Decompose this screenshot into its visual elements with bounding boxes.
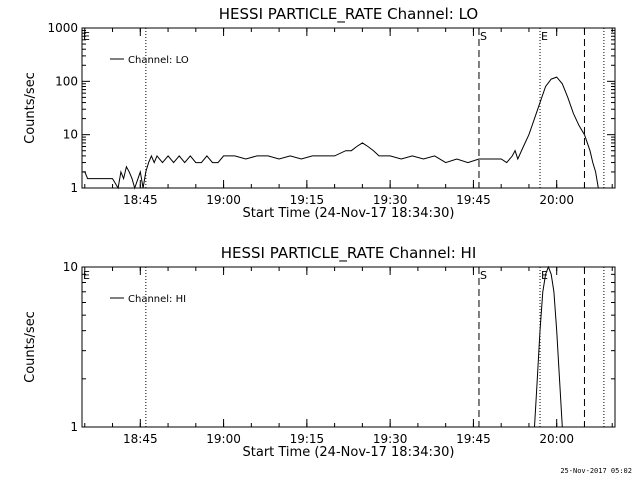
x-tick-label: 19:15: [290, 432, 325, 446]
plot-frame: [81, 266, 616, 428]
x-tick-label: 19:30: [373, 432, 408, 446]
y-tick-label: 1: [70, 420, 78, 434]
event-marker-label: E: [541, 269, 548, 282]
y-tick-label: 100: [55, 74, 78, 88]
x-tick-label: 19:00: [206, 193, 241, 207]
y-tick-label: 1: [70, 181, 78, 195]
x-tick-label: 19:30: [373, 193, 408, 207]
legend-label: Channel: HI: [128, 294, 186, 305]
plot-frame: [81, 27, 616, 189]
event-marker-label: E: [541, 30, 548, 43]
x-tick-label: 20:00: [539, 432, 574, 446]
y-tick-label: 1000: [47, 21, 78, 35]
x-tick-label: 19:45: [456, 432, 491, 446]
chart-title: HESSI PARTICLE_RATE Channel: HI: [221, 244, 477, 263]
x-axis-label: Start Time (24-Nov-17 18:34:30): [243, 445, 455, 460]
y-tick-label: 10: [63, 128, 78, 142]
y-axis-label: Counts/sec: [23, 311, 38, 383]
event-marker-label: S: [480, 269, 487, 282]
event-marker-label: E: [83, 30, 90, 43]
chart-title: HESSI PARTICLE_RATE Channel: LO: [219, 5, 478, 24]
timestamp-footer: 25-Nov-2017 05:02: [560, 467, 632, 475]
x-tick-label: 19:45: [456, 193, 491, 207]
series-line: [82, 76, 599, 190]
x-tick-label: 20:00: [539, 193, 574, 207]
x-tick-label: 18:45: [123, 193, 158, 207]
event-marker-label: E: [83, 269, 90, 282]
event-marker-label: S: [480, 30, 487, 43]
x-tick-label: 18:45: [123, 432, 158, 446]
x-tick-label: 19:00: [206, 432, 241, 446]
x-tick-label: 19:15: [290, 193, 325, 207]
x-axis-label: Start Time (24-Nov-17 18:34:30): [243, 206, 455, 221]
y-axis-label: Counts/sec: [23, 72, 38, 144]
y-tick-label: 10: [63, 260, 78, 274]
series-line: [534, 265, 563, 428]
legend-label: Channel: LO: [128, 55, 189, 66]
